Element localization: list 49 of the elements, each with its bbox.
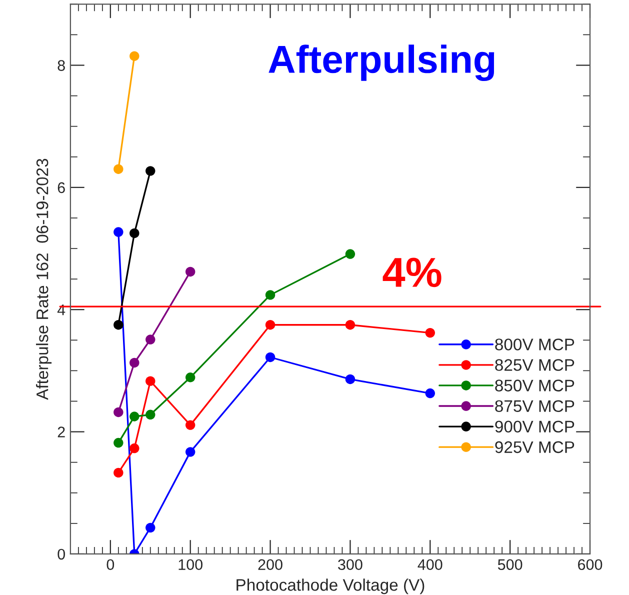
- legend-label: 875V MCP: [495, 400, 574, 412]
- point: [265, 290, 276, 300]
- point: [185, 420, 196, 430]
- point: [130, 51, 140, 61]
- point: [425, 328, 435, 338]
- x-tick-label: 200: [258, 559, 282, 570]
- point: [146, 376, 156, 386]
- point: [345, 374, 356, 384]
- point: [130, 412, 140, 422]
- x-tick-label: 400: [418, 559, 442, 570]
- point: [345, 320, 356, 330]
- legend-label: 925V MCP: [495, 441, 574, 454]
- point: [265, 320, 276, 330]
- legend-label: 850V MCP: [495, 380, 574, 392]
- y-tick-label: 6: [58, 182, 65, 194]
- legend-label: 800V MCP: [495, 338, 574, 350]
- point: [114, 320, 124, 330]
- point: [425, 388, 435, 398]
- point: [114, 407, 124, 418]
- legend-label: 900V MCP: [495, 420, 574, 433]
- point: [146, 166, 156, 176]
- point: [146, 410, 156, 420]
- y-axis-title: Afterpulse Rate 162 06-19-2023: [36, 158, 52, 400]
- point: [130, 443, 140, 454]
- point: [114, 438, 124, 448]
- point: [114, 227, 124, 237]
- point: [185, 447, 196, 457]
- legend-label: 825V MCP: [495, 359, 574, 371]
- y-tick-label: 0: [58, 548, 65, 560]
- point: [265, 352, 276, 362]
- point: [130, 358, 140, 368]
- point: [146, 334, 156, 344]
- x-axis-title: Photocathode Voltage (V): [236, 578, 424, 594]
- x-tick-label: 0: [106, 559, 114, 570]
- x-tick-label: 600: [578, 559, 602, 570]
- point: [185, 266, 196, 277]
- point: [146, 522, 156, 533]
- ref-line-label: 4%: [382, 258, 442, 288]
- point: [345, 249, 356, 259]
- point: [114, 468, 124, 478]
- point: [185, 372, 196, 382]
- point: [114, 164, 124, 174]
- x-tick-label: 100: [178, 559, 202, 570]
- text: Afterpulsing: [268, 44, 494, 82]
- y-tick-label: 2: [58, 426, 65, 438]
- point: [130, 228, 140, 238]
- x-tick-label: 300: [338, 559, 362, 570]
- x-tick-label: 500: [498, 559, 522, 570]
- y-tick-label: 8: [58, 60, 65, 71]
